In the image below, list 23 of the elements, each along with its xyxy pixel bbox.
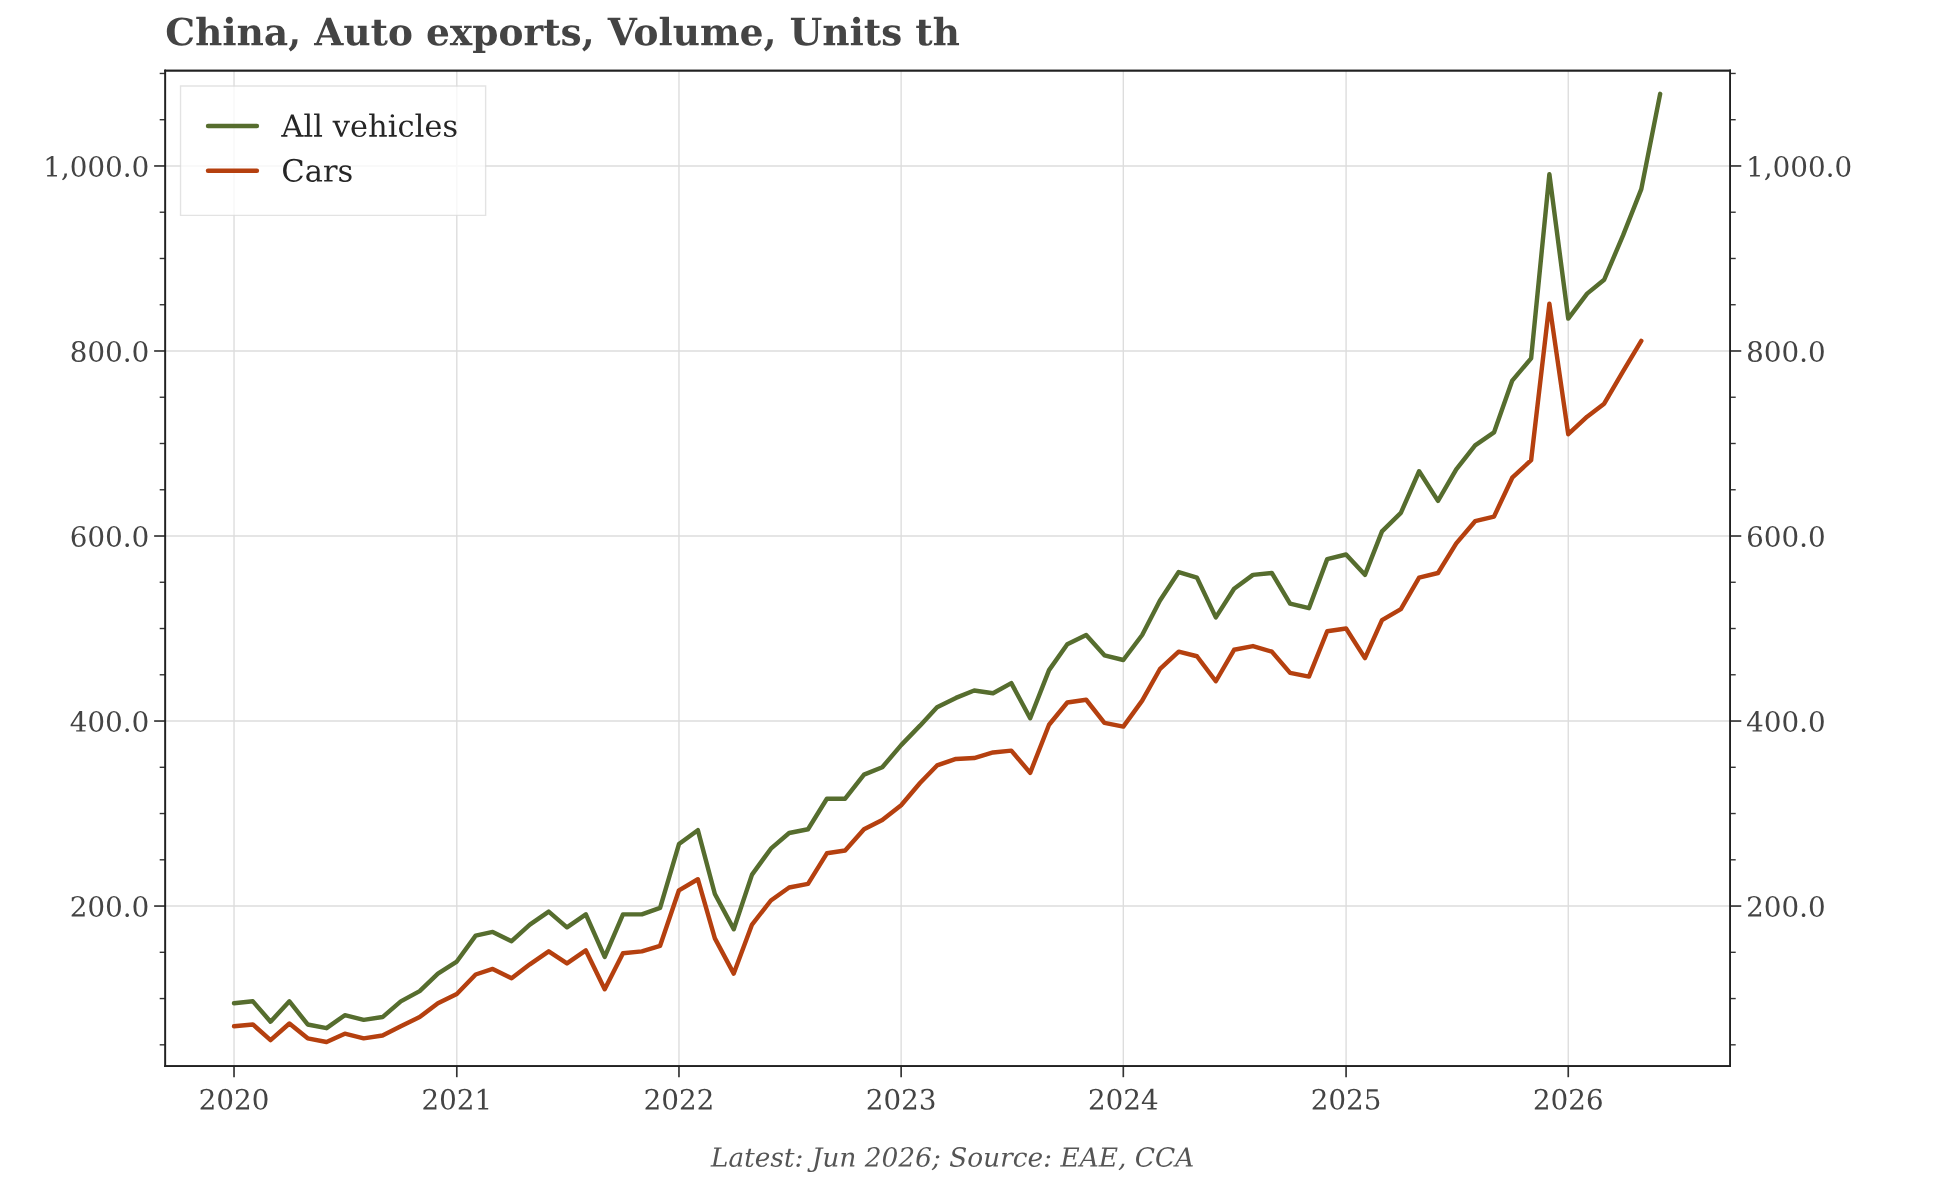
x-tick-label: 2021 [423,1088,489,1110]
y2-tick-label: 600.0 [1747,525,1824,547]
x-tick-label: 2024 [1089,1088,1158,1110]
y-tick-label: 400.0 [70,710,148,732]
x-tick-label: 2023 [867,1088,935,1110]
x-tick-label: 2026 [1534,1088,1602,1110]
x-tick-label: 2022 [645,1088,712,1110]
y-tick-label: 200.0 [71,895,148,917]
x-tick-label: 2020 [200,1088,268,1110]
y-tick-label: 1,000.0 [46,155,148,181]
y2-tick-label: 800.0 [1747,340,1824,362]
y-tick-label: 600.0 [71,525,148,547]
line-series [231,91,1663,1031]
text: Latest: Jun 2026; Source: EAE, CCA [710,1147,1193,1173]
y2-tick-label: 200.0 [1748,895,1824,917]
y-tick-label: 800.0 [71,340,148,362]
legend-label: All vehicles [281,113,457,138]
y2-tick-label: 400.0 [1746,710,1824,732]
y2-tick-label: 1,000.0 [1749,155,1851,181]
line-series [231,301,1644,1045]
x-tick-label: 2025 [1312,1088,1380,1110]
chart-title: China, Auto exports, Volume, Units th [166,16,960,54]
legend-label: Cars [283,158,352,182]
